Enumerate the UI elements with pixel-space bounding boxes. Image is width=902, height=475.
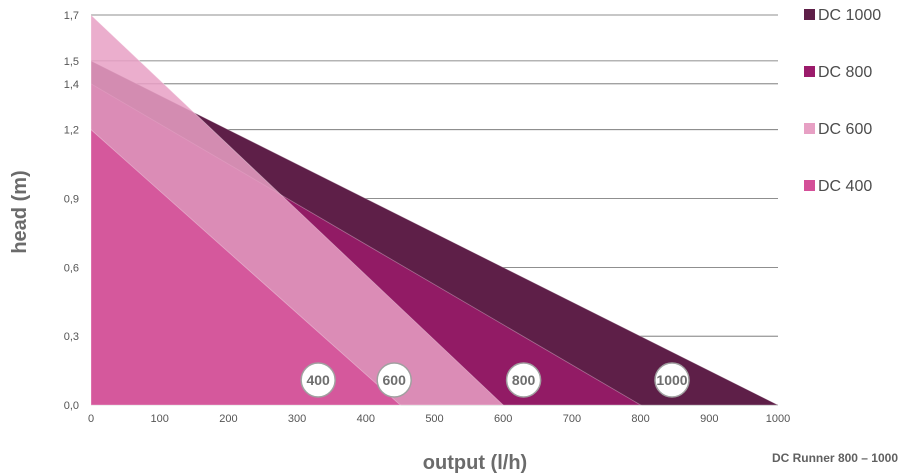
curve-badges: 1000 800 600 400 (300, 362, 690, 398)
y-tick-label: 0,6 (64, 262, 79, 274)
legend-label: DC 1000 (818, 7, 881, 24)
legend-swatch (804, 9, 815, 20)
x-tick-label: 0 (88, 413, 94, 425)
legend-label: DC 600 (818, 121, 872, 138)
x-tick-label: 600 (494, 413, 512, 425)
legend-swatch (804, 123, 815, 134)
curve-badge-600 (376, 362, 412, 398)
x-tick-label: 1000 (766, 413, 790, 425)
x-axis-title: output (l/h) (423, 452, 527, 474)
y-tick-label: 1,2 (64, 125, 79, 137)
y-tick-labels: 0,0 0,3 0,6 0,9 1,2 1,4 1,5 1,7 (64, 10, 79, 412)
y-tick-label: 0,3 (64, 331, 79, 343)
footer-caption: DC Runner 800 – 1000 (771, 451, 898, 465)
x-tick-label: 300 (288, 413, 306, 425)
x-tick-label: 200 (219, 413, 237, 425)
y-tick-label: 0,9 (64, 194, 79, 206)
x-tick-label: 700 (563, 413, 581, 425)
curve-badge-1000 (654, 362, 690, 398)
x-tick-label: 400 (357, 413, 375, 425)
curve-badge-800 (505, 362, 542, 398)
legend-label: DC 400 (818, 178, 872, 195)
y-tick-label: 1,5 (64, 56, 79, 68)
legend: DC 1000 DC 800 DC 600 DC 400 (804, 7, 881, 195)
legend-swatch (804, 180, 815, 191)
x-tick-label: 900 (700, 413, 718, 425)
x-tick-labels: 0 100 200 300 400 500 600 700 800 900 1000 (88, 413, 790, 425)
curve-badge-label: 400 (306, 372, 330, 388)
y-tick-label: 0,0 (64, 400, 79, 412)
curve-badge-label: 1000 (656, 372, 687, 388)
x-tick-label: 500 (425, 413, 443, 425)
y-tick-label: 1,7 (64, 10, 79, 22)
y-tick-label: 1,4 (64, 79, 79, 91)
x-tick-label: 100 (151, 413, 169, 425)
legend-swatch (804, 66, 815, 77)
series-area-dc-400 (90, 128, 402, 406)
curve-badge-400 (300, 362, 336, 398)
series-areas (90, 14, 779, 406)
y-axis-title: head (m) (9, 170, 31, 253)
curve-badge-label: 800 (512, 372, 536, 388)
legend-label: DC 800 (818, 64, 872, 81)
x-tick-label: 800 (631, 413, 649, 425)
curve-badge-label: 600 (383, 372, 407, 388)
